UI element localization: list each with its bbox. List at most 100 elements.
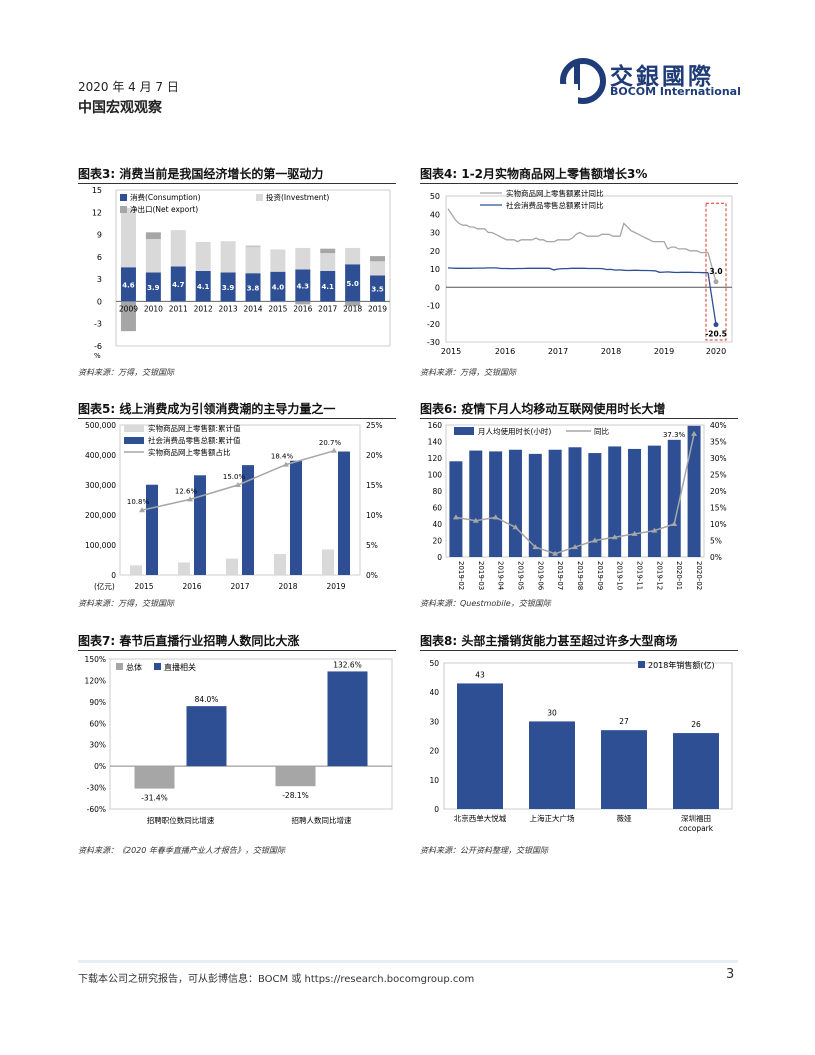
plot-frame — [115, 189, 391, 347]
legend-label: 实物商品网上零售额:累计值 — [148, 423, 241, 433]
line-marker — [552, 550, 559, 556]
fig4-rule — [420, 183, 738, 184]
legend-label: 消费(Consumption) — [130, 192, 201, 202]
line-marker — [452, 514, 459, 520]
fig5-label: 图表5: — [78, 402, 116, 416]
x-tick-label: 2019-03 — [477, 561, 485, 590]
fig4-label: 图表4: — [420, 167, 458, 181]
x-tick-label: 2017 — [548, 347, 568, 356]
data-label: 4.1 — [322, 283, 335, 291]
y-tick-label: 6 — [97, 253, 102, 262]
y-tick-label: 50 — [430, 192, 440, 201]
x-tick-label: 2015 — [268, 304, 287, 313]
fig6-label: 图表6: — [420, 402, 458, 416]
line-marker — [139, 507, 145, 513]
y-tick-label: 30 — [430, 229, 440, 238]
footer-text: 下载本公司之研究报告，可从彭博信息：BOCM 或 https://researc… — [78, 974, 475, 985]
bar-usage-hours — [449, 461, 463, 557]
y-unit-label: % — [94, 352, 101, 360]
fig8-title: 图表8: 头部主播销货能力甚至超过许多大型商场 — [420, 632, 677, 649]
data-label: 10.8% — [127, 498, 150, 506]
line-end-marker — [713, 322, 719, 328]
bar-total-retail — [194, 475, 206, 575]
bar-net-export — [320, 248, 336, 254]
y-tick-label: 10 — [429, 776, 439, 785]
legend-swatch — [638, 661, 645, 668]
x-tick-label: 2019-06 — [536, 561, 544, 591]
data-label: -28.1% — [282, 791, 309, 800]
data-label: 4.7 — [172, 281, 185, 289]
bar-sales — [673, 733, 719, 809]
x-tick-label: 2019-10 — [616, 561, 624, 590]
bar-sales — [601, 730, 647, 809]
y-right-tick-label: 20% — [710, 487, 727, 496]
fig8-title-text: 头部主播销货能力甚至超过许多大型商场 — [461, 634, 678, 648]
legend-label: 社会消费品零售总额累计同比 — [506, 200, 604, 210]
x-tick-label: 2014 — [243, 304, 262, 313]
bar-net-export — [145, 232, 161, 240]
fig3-title: 图表3: 消费当前是我国经济增长的第一驱动力 — [78, 165, 323, 182]
bar-usage-hours — [667, 439, 681, 557]
fig7-source: 资料来源：《2020 年春季直播产业人才报告》，交银国际 — [78, 846, 285, 855]
bar-investment — [345, 247, 361, 265]
data-label: 4.3 — [297, 282, 310, 290]
y-tick-label: 300,000 — [85, 481, 116, 490]
line-marker — [472, 517, 479, 523]
x-tick-label: 招聘人数同比增速 — [292, 815, 352, 825]
bar-consumption — [220, 272, 236, 302]
annotation-label: 37.3% — [663, 431, 686, 439]
bar-consumption — [270, 271, 286, 302]
bocom-logo-icon — [560, 58, 606, 104]
line-marker — [512, 524, 519, 530]
x-tick-label: cocopark — [679, 824, 714, 833]
y-right-tick-label: 15% — [710, 504, 727, 513]
y-right-tick-label: 0% — [710, 553, 722, 562]
fig4-title-text: 1-2月实物商品网上零售额增长3% — [461, 167, 648, 181]
data-label: 3.9 — [147, 284, 160, 292]
y-tick-label: -6 — [94, 342, 102, 351]
legend-swatch — [154, 663, 161, 670]
fig3-source: 资料来源：万得，交银国际 — [78, 368, 174, 377]
y-tick-label: 60 — [432, 504, 442, 513]
fig7-title-text: 春节后直播行业招聘人数同比大涨 — [119, 634, 300, 648]
y-tick-label: 20 — [432, 537, 442, 546]
report-series: 中国宏观观察 — [78, 100, 162, 116]
fig6-chart: 0 20 40 60 80 100 120 140 160 0% 5% 10% 15% 20% 25% 30%… — [428, 421, 727, 591]
logo-chinese: 交銀國際 — [610, 63, 714, 90]
line-retail-sales — [447, 267, 708, 274]
y-tick-label: 0 — [437, 553, 442, 562]
bar-net-export — [295, 301, 311, 305]
bar-investment — [295, 247, 311, 270]
logo-english: BOCOM International — [610, 85, 741, 98]
y-tick-label: 200,000 — [85, 511, 116, 520]
data-label: 84.0% — [195, 695, 219, 704]
plot-frame — [445, 195, 733, 343]
data-label: 4.1 — [197, 283, 210, 291]
y-tick-label: 160 — [428, 421, 443, 430]
x-tick-label: 2020-02 — [695, 561, 703, 590]
y-tick-label: 150% — [85, 655, 106, 664]
line-drop-segment — [707, 272, 717, 325]
y-tick-label: -30 — [427, 338, 440, 347]
x-tick-label: 2015 — [441, 347, 461, 356]
y-tick-label: 40 — [430, 210, 440, 219]
x-tick-label: 2019-07 — [556, 561, 564, 590]
legend-swatch — [454, 427, 474, 435]
line-marker — [631, 530, 638, 536]
fig5-title-text: 线上消费成为引领消费潮的主导力量之一 — [119, 402, 336, 416]
bar-online-retail — [274, 553, 286, 575]
data-label: 43 — [475, 670, 485, 679]
y-tick-label: -30% — [87, 784, 106, 793]
bar-consumption — [195, 270, 211, 302]
legend-label: 总体 — [126, 662, 142, 672]
data-label: 3.8 — [247, 284, 260, 292]
y-tick-label: -60% — [87, 805, 106, 814]
fig8-rule — [420, 650, 738, 651]
bar-usage-hours — [489, 451, 503, 557]
x-tick-label: 2020 — [706, 347, 726, 356]
data-label: 12.6% — [175, 487, 198, 495]
fig6-title: 图表6: 疫情下月人均移动互联网使用时长大增 — [420, 400, 665, 417]
data-label: 5.0 — [346, 280, 359, 288]
x-tick-label: 2020-01 — [675, 561, 683, 590]
y-tick-label: 40 — [429, 688, 439, 697]
